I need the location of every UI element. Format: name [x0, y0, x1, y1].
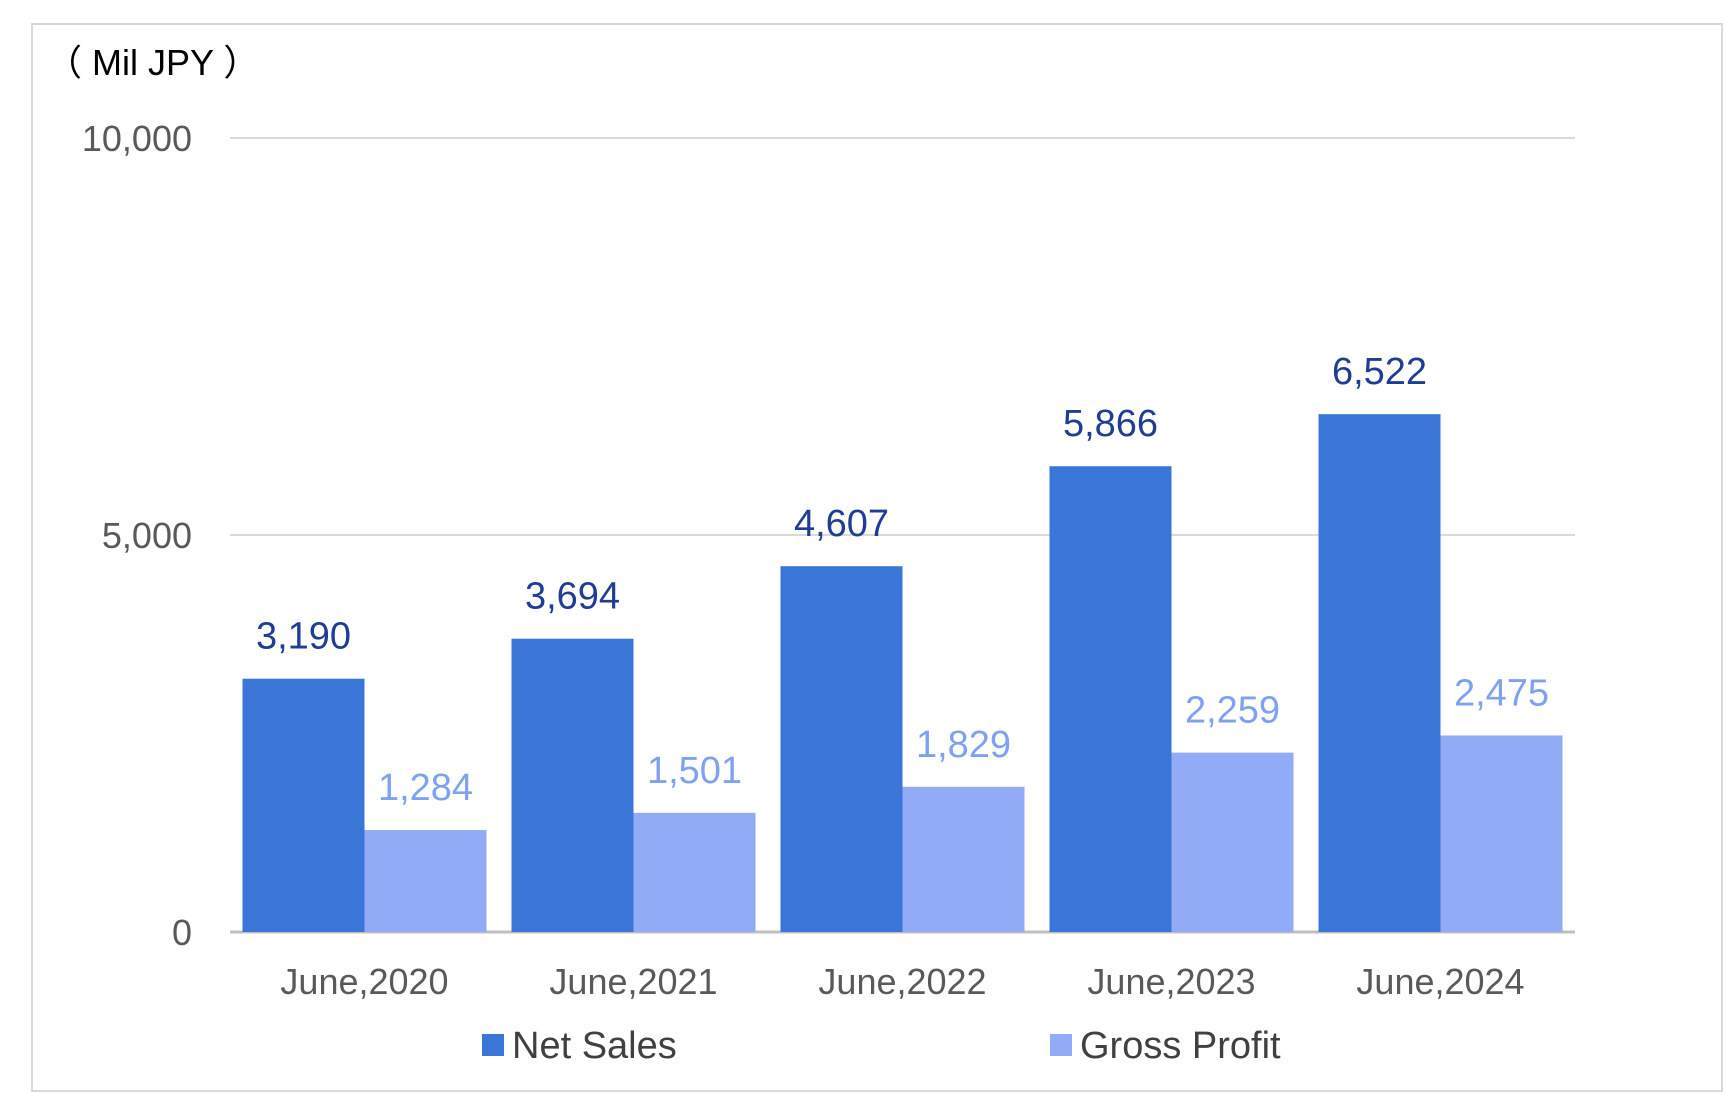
x-tick-label: June,2020: [280, 961, 448, 1002]
gross-profit-bar: [1171, 752, 1294, 932]
net-sales-data-label: 3,190: [256, 616, 351, 658]
net-sales-bar: [1318, 414, 1441, 932]
legend: Net Sales Gross Profit: [482, 1025, 1281, 1067]
gross-profit-data-label: 1,284: [378, 767, 473, 809]
y-tick-label: 10,000: [82, 118, 192, 159]
y-axis-ticks: 0 5,000 10,000: [82, 118, 192, 953]
legend-swatch: [482, 1034, 504, 1056]
net-sales-data-label: 5,866: [1063, 403, 1158, 445]
gross-profit-data-label: 2,259: [1185, 690, 1280, 732]
gross-profit-bar: [902, 786, 1025, 932]
net-sales-bar: [242, 678, 365, 932]
legend-label: Net Sales: [512, 1025, 677, 1067]
gross-profit-bar: [633, 812, 756, 932]
bars: [242, 414, 1563, 932]
net-sales-bar: [1049, 466, 1172, 932]
legend-label: Gross Profit: [1080, 1025, 1281, 1067]
x-tick-label: June,2023: [1087, 961, 1255, 1002]
x-tick-label: June,2024: [1356, 961, 1524, 1002]
net-sales-data-label: 3,694: [525, 576, 620, 618]
unit-label: （ Mil JPY ）: [46, 42, 260, 83]
gross-profit-bar: [1440, 735, 1563, 932]
x-tick-label: June,2021: [549, 961, 717, 1002]
y-tick-label: 5,000: [102, 515, 192, 556]
y-tick-label: 0: [172, 912, 192, 953]
net-sales-bar: [511, 638, 634, 932]
x-tick-label: June,2022: [818, 961, 986, 1002]
net-sales-bar: [780, 566, 903, 932]
gross-profit-data-label: 2,475: [1454, 672, 1549, 714]
legend-swatch: [1050, 1034, 1072, 1056]
net-sales-data-label: 6,522: [1332, 351, 1427, 393]
gross-profit-data-label: 1,829: [916, 724, 1011, 766]
gross-profit-data-label: 1,501: [647, 750, 742, 792]
net-sales-data-label: 4,607: [794, 503, 889, 545]
x-axis-ticks: June,2020 June,2021 June,2022 June,2023 June…: [280, 961, 1524, 1002]
gross-profit-bar: [364, 830, 487, 932]
data-labels: 3,190 1,284 3,694 1,501 4,607 1,829 5,866 2,259…: [256, 351, 1549, 809]
